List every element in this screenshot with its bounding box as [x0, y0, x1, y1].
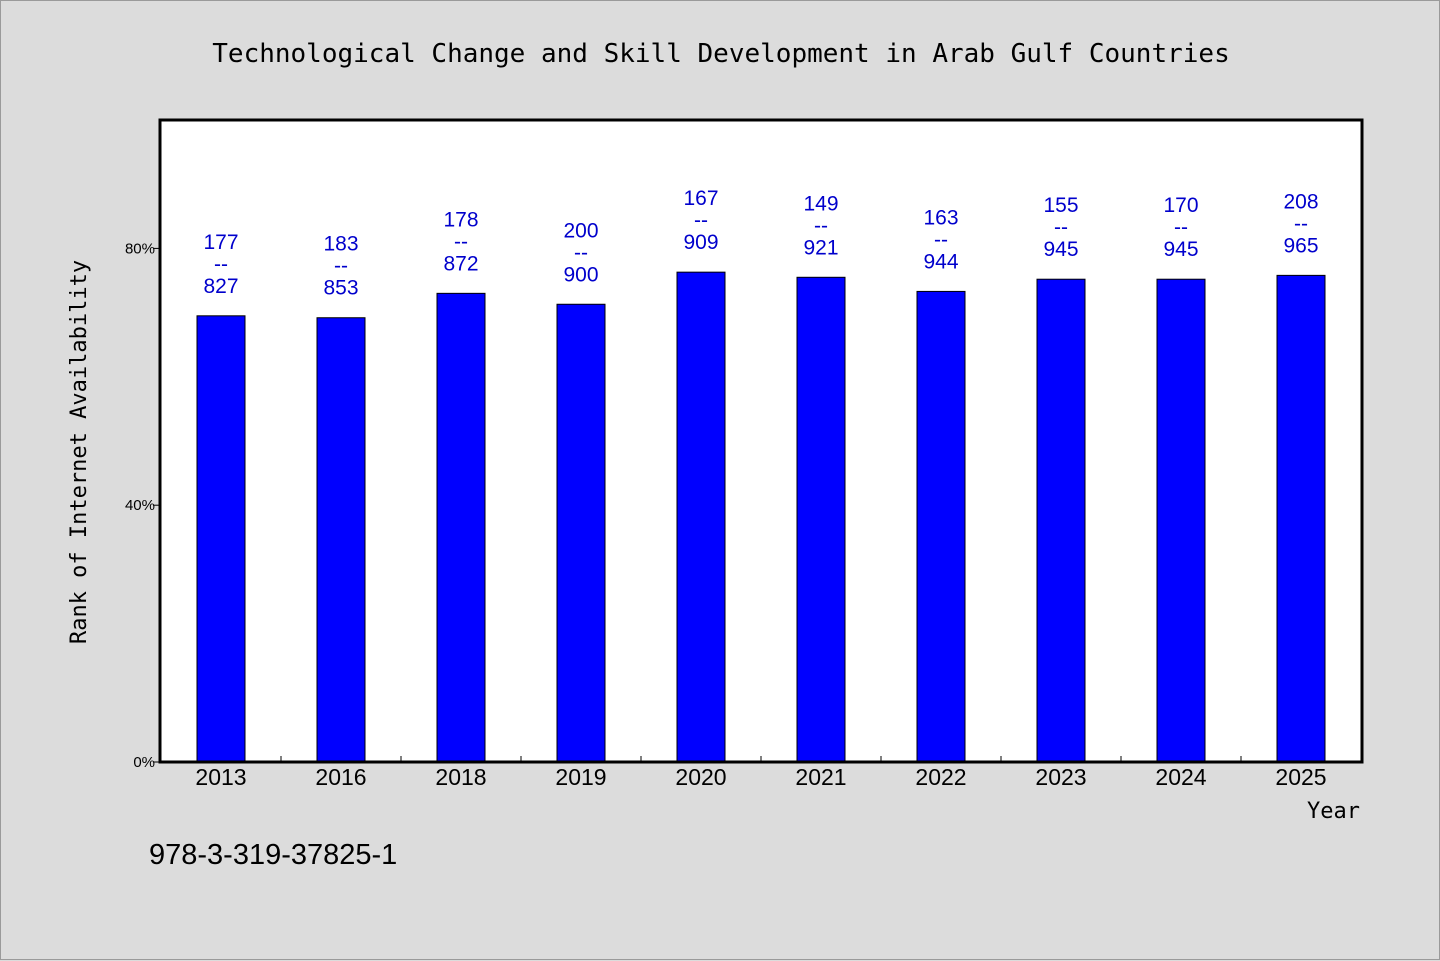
ticks-layer: 2013 2016 2018 2019 2020 2021 2022 2023 2024 2025… — [125, 240, 1327, 790]
bar-2021 — [796, 276, 846, 763]
x-tick-label-2019: 2019 — [555, 764, 606, 790]
y-tick-label-40: 40% — [125, 497, 155, 514]
value-label-sep-2025: -- — [1294, 212, 1308, 235]
value-label-bottom-2023: 945 — [1043, 238, 1078, 261]
value-label-top-2021: 149 — [803, 192, 838, 215]
value-label-sep-2019: -- — [574, 241, 588, 264]
value-label-sep-2013: -- — [214, 253, 228, 276]
isbn-text: 978-3-319-37825-1 — [149, 839, 397, 871]
value-label-top-2013: 177 — [203, 231, 238, 254]
bars-layer — [196, 271, 1326, 763]
x-tick-label-2023: 2023 — [1035, 764, 1086, 790]
value-labels-layer: 177--827183--853178--872200--900167--909… — [203, 187, 1318, 300]
value-label-top-2018: 178 — [443, 208, 478, 231]
x-tick-label-2020: 2020 — [675, 764, 726, 790]
value-label-sep-2024: -- — [1174, 216, 1188, 239]
value-label-top-2019: 200 — [563, 219, 598, 242]
x-tick-label-2021: 2021 — [795, 764, 846, 790]
value-label-bottom-2021: 921 — [803, 236, 838, 259]
x-tick-label-2025: 2025 — [1275, 764, 1326, 790]
x-tick-label-2016: 2016 — [315, 764, 366, 790]
value-label-sep-2020: -- — [694, 209, 708, 232]
x-tick-label-2022: 2022 — [915, 764, 966, 790]
value-label-top-2016: 183 — [323, 233, 358, 256]
bar-2023 — [1036, 278, 1086, 763]
bar-2022 — [916, 290, 966, 763]
bar-2019 — [556, 303, 606, 763]
value-label-sep-2018: -- — [454, 230, 468, 253]
value-label-bottom-2018: 872 — [443, 252, 478, 275]
x-tick-label-2018: 2018 — [435, 764, 486, 790]
bar-2013 — [196, 315, 246, 763]
value-label-top-2024: 170 — [1163, 194, 1198, 217]
value-label-bottom-2025: 965 — [1283, 234, 1318, 257]
x-axis-title: Year — [1307, 799, 1360, 824]
value-label-bottom-2020: 909 — [683, 231, 718, 254]
bar-2025 — [1276, 274, 1326, 763]
bar-2018 — [436, 292, 486, 763]
y-axis-title: Rank of Internet Availability — [67, 260, 92, 644]
bar-2024 — [1156, 278, 1206, 763]
bar-2020 — [676, 271, 726, 763]
value-label-bottom-2013: 827 — [203, 275, 238, 298]
y-tick-label-80: 80% — [125, 240, 155, 257]
value-label-top-2025: 208 — [1283, 190, 1318, 213]
value-label-sep-2016: -- — [334, 255, 348, 278]
value-label-bottom-2022: 944 — [923, 250, 958, 273]
x-tick-label-2024: 2024 — [1155, 764, 1206, 790]
value-label-sep-2021: -- — [814, 214, 828, 237]
value-label-sep-2023: -- — [1054, 216, 1068, 239]
value-label-bottom-2016: 853 — [323, 277, 358, 300]
bar-2016 — [316, 317, 366, 763]
value-label-top-2023: 155 — [1043, 194, 1078, 217]
value-label-top-2022: 163 — [923, 206, 958, 229]
y-tick-label-0: 0% — [133, 754, 155, 771]
x-tick-label-2013: 2013 — [195, 764, 246, 790]
value-label-bottom-2019: 900 — [563, 263, 598, 286]
chart-title: Technological Change and Skill Developme… — [212, 39, 1229, 69]
value-label-bottom-2024: 945 — [1163, 238, 1198, 261]
value-label-sep-2022: -- — [934, 228, 948, 251]
value-label-top-2020: 167 — [683, 187, 718, 210]
plot-border — [158, 118, 1364, 764]
